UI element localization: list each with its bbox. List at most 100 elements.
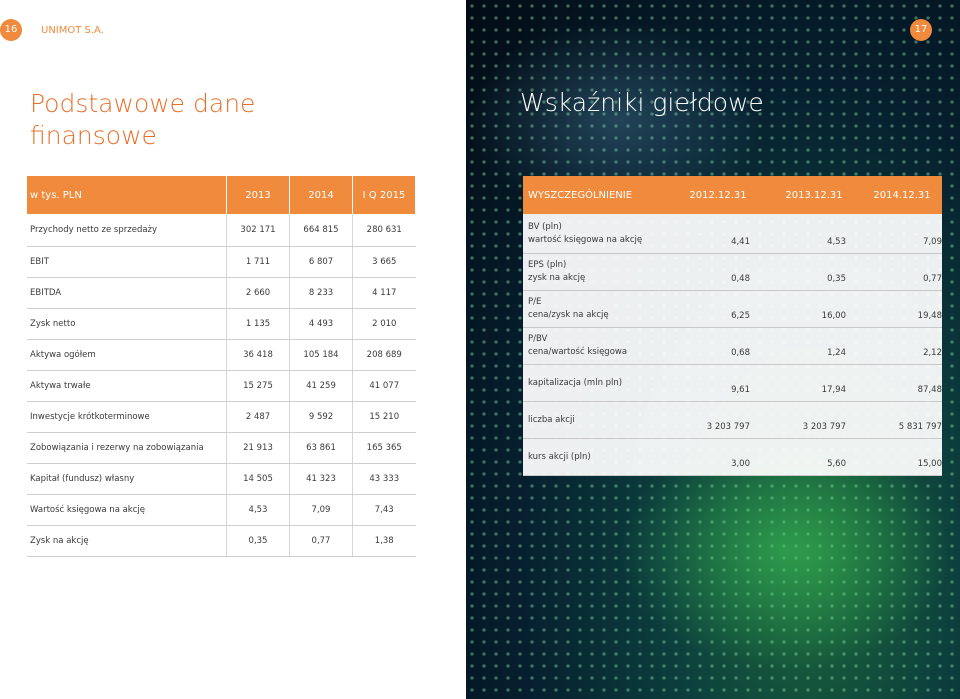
header-year: 2014 (289, 176, 353, 214)
indicator-value: 0,68 (670, 327, 766, 365)
table-row: EPS (pln) zysk na akcję 0,48 0,35 0,77 (523, 253, 942, 291)
header-unit: w tys. PLN (27, 176, 227, 214)
indicator-label: liczba akcji (523, 401, 670, 439)
indicator-value: 4,41 (670, 214, 766, 254)
row-value: 2 487 (226, 401, 290, 433)
row-value: 36 418 (226, 339, 290, 371)
indicator-name: EPS (pln) (528, 260, 567, 270)
left-page: 16 UNIMOT S.A. Podstawowe dane finansowe… (0, 0, 466, 699)
indicator-label: kapitalizacja (mln pln) (523, 364, 670, 402)
indicator-name: P/BV (528, 334, 548, 344)
row-value: 1 711 (226, 246, 290, 278)
table-row: kapitalizacja (mln pln) 9,61 17,94 87,48 (523, 364, 942, 402)
table-row: Inwestycje krótkoterminowe 2 487 9 592 15 2… (27, 401, 416, 433)
row-value: 208 689 (352, 339, 416, 371)
row-value: 3 665 (352, 246, 416, 278)
header-date: 2012.12.31 (670, 176, 766, 214)
indicator-name: kurs akcji (pln) (528, 451, 591, 462)
table-header-row: WYSZCZEGÓLNIENIE 2012.12.31 2013.12.31 2… (523, 176, 942, 214)
row-value: 302 171 (226, 214, 290, 247)
row-value: 2 660 (226, 277, 290, 309)
indicator-description: wartość księgowa na akcję (528, 234, 643, 245)
row-label: Zobowiązania i rezerwy na zobowiązania (27, 432, 227, 464)
right-page-title: Wskaźniki giełdowe (520, 88, 764, 117)
row-value: 41 323 (289, 463, 353, 495)
row-value: 15 275 (226, 370, 290, 402)
row-value: 43 333 (352, 463, 416, 495)
indicator-description: cena/zysk na akcję (528, 310, 609, 320)
row-value: 105 184 (289, 339, 353, 371)
stock-indicators-table: WYSZCZEGÓLNIENIE 2012.12.31 2013.12.31 2… (523, 176, 942, 476)
indicator-name: kapitalizacja (mln pln) (528, 377, 623, 388)
indicator-label: EPS (pln) zysk na akcję (523, 253, 670, 291)
table-row: Kapitał (fundusz) własny 14 505 41 323 43 3… (27, 463, 416, 495)
row-label: Aktywa ogółem (27, 339, 227, 371)
table-row: Zobowiązania i rezerwy na zobowiązania 21… (27, 432, 416, 464)
indicator-value: 0,48 (670, 253, 766, 291)
table-row: kurs akcji (pln) 3,00 5,60 15,00 (523, 438, 942, 476)
table-row: P/BV cena/wartość księgowa 0,68 1,24 2,12 (523, 327, 942, 365)
row-label: EBIT (27, 246, 227, 278)
indicator-name: BV (pln) (528, 221, 562, 232)
row-value: 2 010 (352, 308, 416, 340)
row-value: 14 505 (226, 463, 290, 495)
row-value: 8 233 (289, 277, 353, 309)
indicator-label: P/BV cena/wartość księgowa (523, 327, 670, 365)
table-row: BV (pln) wartość księgowa na akcję 4,41 4,5… (523, 214, 942, 254)
indicator-value: 2,12 (862, 327, 942, 365)
row-value: 41 077 (352, 370, 416, 402)
row-value: 280 631 (352, 214, 416, 247)
header-year: 2013 (226, 176, 290, 214)
row-value: 0,77 (289, 525, 353, 557)
indicator-label: BV (pln) wartość księgowa na akcję (523, 214, 670, 254)
row-value: 21 913 (226, 432, 290, 464)
row-value: 7,09 (289, 494, 353, 526)
indicator-label: P/E cena/zysk na akcję (523, 290, 670, 328)
indicator-value: 7,09 (862, 214, 942, 254)
row-label: Kapitał (fundusz) własny (27, 463, 227, 495)
header-date: 2013.12.31 (766, 176, 862, 214)
left-page-number: 16 (0, 19, 22, 41)
financial-data-table: w tys. PLN 2013 2014 I Q 2015 Przychody … (27, 176, 416, 557)
indicator-value: 9,61 (670, 364, 766, 402)
indicator-value: 3 203 797 (670, 401, 766, 439)
table-row: Aktywa trwałe 15 275 41 259 41 077 (27, 370, 416, 402)
indicator-name: liczba akcji (528, 414, 575, 425)
table-row: EBIT 1 711 6 807 3 665 (27, 246, 416, 278)
table-row: EBITDA 2 660 8 233 4 117 (27, 277, 416, 309)
row-value: 9 592 (289, 401, 353, 433)
row-value: 165 365 (352, 432, 416, 464)
table-row: Przychody netto ze sprzedaży 302 171 664 8… (27, 214, 416, 247)
indicator-value: 15,00 (862, 438, 942, 476)
row-label: EBITDA (27, 277, 227, 309)
indicator-description: cena/wartość księgowa (528, 347, 628, 357)
row-label: Zysk na akcję (27, 525, 227, 557)
row-value: 7,43 (352, 494, 416, 526)
table-row: Zysk netto 1 135 4 493 2 010 (27, 308, 416, 340)
table-header-row: w tys. PLN 2013 2014 I Q 2015 (27, 176, 416, 214)
indicator-value: 6,25 (670, 290, 766, 328)
indicator-value: 17,94 (766, 364, 862, 402)
row-label: Inwestycje krótkoterminowe (27, 401, 227, 433)
row-value: 4,53 (226, 494, 290, 526)
row-label: Przychody netto ze sprzedaży (27, 214, 227, 247)
company-name: UNIMOT S.A. (41, 25, 104, 36)
indicator-value: 3,00 (670, 438, 766, 476)
row-label: Zysk netto (27, 308, 227, 340)
indicator-value: 5,60 (766, 438, 862, 476)
indicator-value: 1,24 (766, 327, 862, 365)
row-value: 1 135 (226, 308, 290, 340)
indicator-value: 0,35 (766, 253, 862, 291)
row-value: 4 493 (289, 308, 353, 340)
left-page-title: Podstawowe dane finansowe (30, 89, 256, 150)
table-row: Wartość księgowa na akcję 4,53 7,09 7,43 (27, 494, 416, 526)
header-description: WYSZCZEGÓLNIENIE (523, 176, 670, 214)
row-value: 664 815 (289, 214, 353, 247)
row-label: Wartość księgowa na akcję (27, 494, 227, 526)
header-quarter: I Q 2015 (352, 176, 416, 214)
indicator-value: 16,00 (766, 290, 862, 328)
indicator-value: 87,48 (862, 364, 942, 402)
right-page-number: 17 (910, 19, 932, 41)
indicator-name: P/E (528, 297, 542, 307)
row-value: 0,35 (226, 525, 290, 557)
